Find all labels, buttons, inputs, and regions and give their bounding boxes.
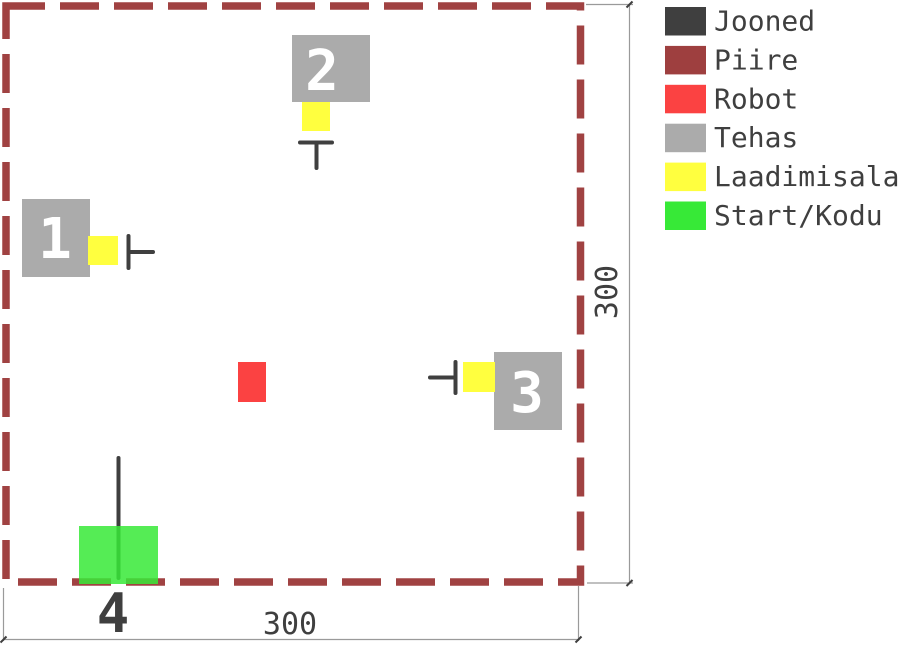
dimension-tick — [625, 579, 634, 587]
legend-swatch-jooned — [665, 7, 706, 36]
start-area-label: 4 — [97, 582, 130, 645]
dimension-height-label: 300 — [590, 265, 625, 319]
legend-label-tehas: Tehas — [714, 121, 798, 154]
legend-swatch-robot — [665, 84, 706, 114]
factory-3: 3 — [428, 352, 562, 430]
dimension-tick — [0, 635, 8, 644]
legend-item-laadimisala: Laadimisala — [665, 160, 899, 193]
field-border-piire — [2, 2, 585, 586]
factory-2: 2 — [292, 35, 370, 170]
legend-label-laadimisala: Laadimisala — [714, 160, 899, 193]
factory-1-loading-area — [88, 236, 118, 265]
factory-2-loading-area — [302, 102, 330, 131]
factory-3-body — [494, 352, 562, 430]
factory-1-number: 1 — [38, 207, 72, 272]
factory-3-line-marker — [428, 360, 458, 395]
dimension-width-label: 300 — [263, 607, 317, 642]
legend-swatch-piire — [665, 45, 706, 75]
legend-item-tehas: Tehas — [665, 121, 798, 154]
legend-swatch-tehas — [665, 123, 706, 153]
legend: Jooned Piire Robot Tehas Laadimisala Sta… — [665, 5, 899, 232]
start-area — [79, 526, 158, 584]
factory-3-loading-area — [463, 362, 495, 392]
factory-1-body — [22, 199, 90, 277]
legend-item-jooned: Jooned — [665, 5, 815, 38]
legend-item-piire: Piire — [665, 43, 798, 76]
legend-swatch-laadimisala — [665, 162, 706, 192]
legend-item-start-kodu: Start/Kodu — [665, 199, 883, 232]
legend-label-jooned: Jooned — [714, 5, 815, 38]
factory-2-number: 2 — [305, 39, 339, 104]
robot-marker — [238, 362, 266, 402]
factory-2-line-marker — [298, 140, 334, 170]
dimension-bottom: 300 — [0, 586, 583, 644]
factory-3-number: 3 — [510, 361, 544, 426]
legend-label-piire: Piire — [714, 43, 798, 76]
legend-swatch-start-kodu — [665, 201, 706, 230]
legend-label-start-kodu: Start/Kodu — [714, 199, 883, 232]
legend-label-robot: Robot — [714, 82, 798, 115]
factory-1-line-marker — [126, 234, 155, 270]
factory-2-body — [292, 35, 370, 102]
factory-1: 1 — [22, 199, 155, 277]
dimension-right: 300 — [586, 0, 634, 587]
dimension-tick — [574, 635, 583, 644]
dimension-tick — [625, 0, 634, 9]
legend-item-robot: Robot — [665, 82, 798, 115]
